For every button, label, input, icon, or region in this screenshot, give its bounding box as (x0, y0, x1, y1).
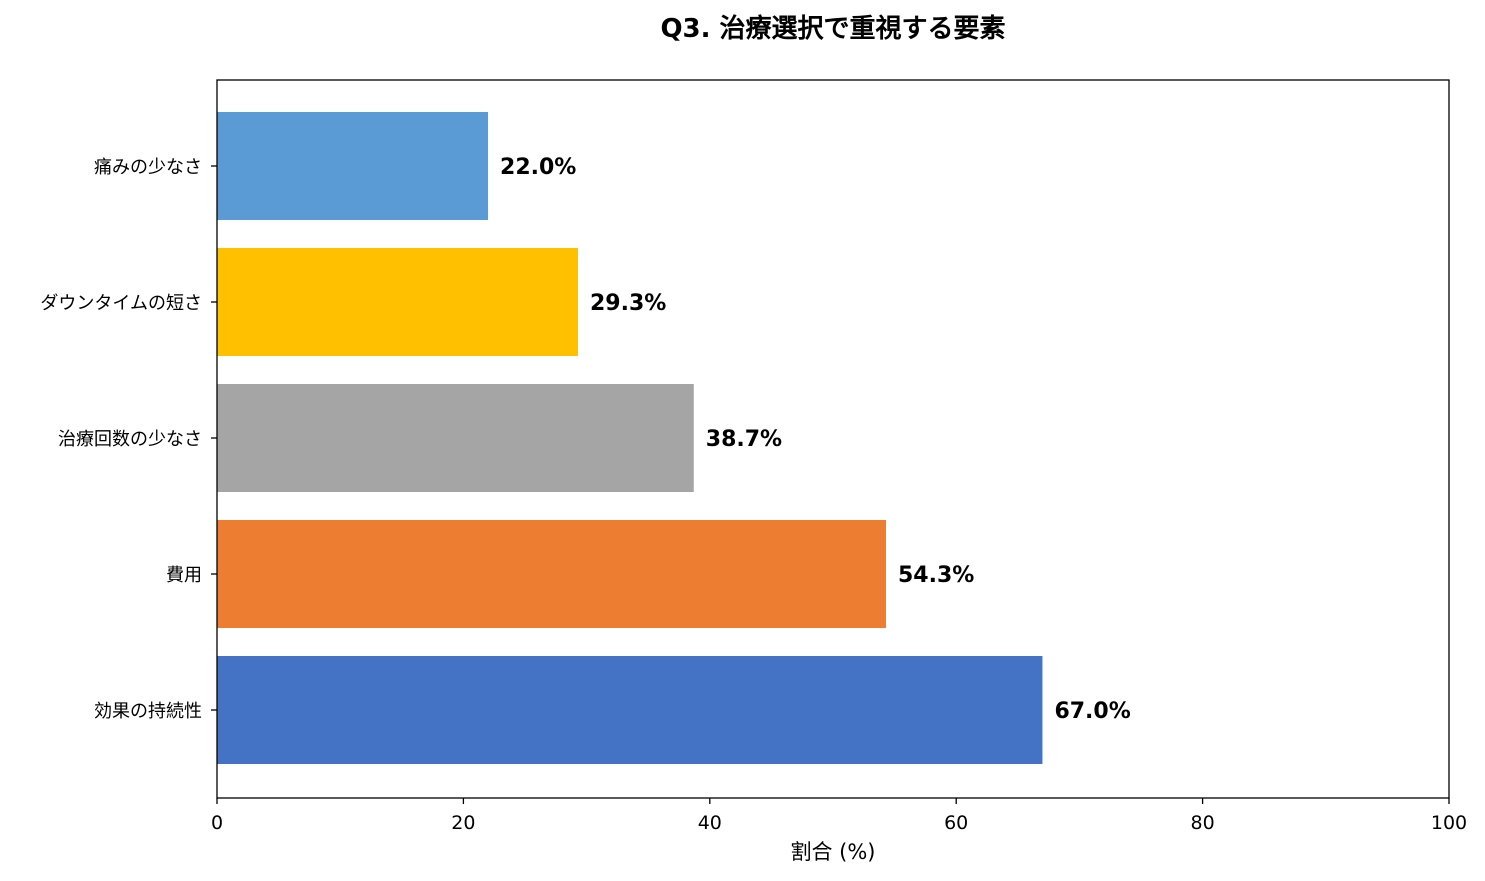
x-axis: 0 20 40 60 80 100 (211, 798, 1467, 834)
data-label-2: 29.3% (590, 291, 666, 316)
y-tick-label-3: 治療回数の少なさ (58, 429, 202, 450)
data-label-4: 54.3% (898, 563, 974, 588)
bar-4 (217, 520, 886, 628)
y-tick-label-1: 痛みの少なさ (94, 157, 202, 178)
data-label-1: 22.0% (500, 155, 576, 180)
data-label-3: 38.7% (706, 427, 782, 452)
x-axis-title: 割合 (%) (790, 840, 875, 864)
y-tick-label-5: 効果の持続性 (94, 701, 202, 722)
chart-title: Q3. 治療選択で重視する要素 (660, 14, 1005, 44)
data-label-5: 67.0% (1054, 699, 1130, 724)
x-tick-label-6: 100 (1431, 812, 1467, 834)
x-tick-label-5: 80 (1191, 812, 1215, 834)
x-tick-label-1: 0 (211, 812, 223, 834)
x-tick-label-2: 20 (451, 812, 475, 834)
y-tick-label-2: ダウンタイムの短さ (40, 293, 202, 314)
data-labels-layer: 22.0% 29.3% 38.7% 54.3% 67.0% (500, 155, 1131, 724)
y-tick-label-4: 費用 (166, 565, 202, 586)
bar-5 (217, 656, 1043, 764)
x-tick-label-3: 40 (698, 812, 722, 834)
bars-layer (217, 112, 1043, 764)
bar-3 (217, 384, 694, 492)
bar-1 (217, 112, 489, 220)
plot-frame (216, 79, 1450, 799)
bar-2 (217, 248, 578, 356)
x-tick-label-4: 60 (944, 812, 968, 834)
